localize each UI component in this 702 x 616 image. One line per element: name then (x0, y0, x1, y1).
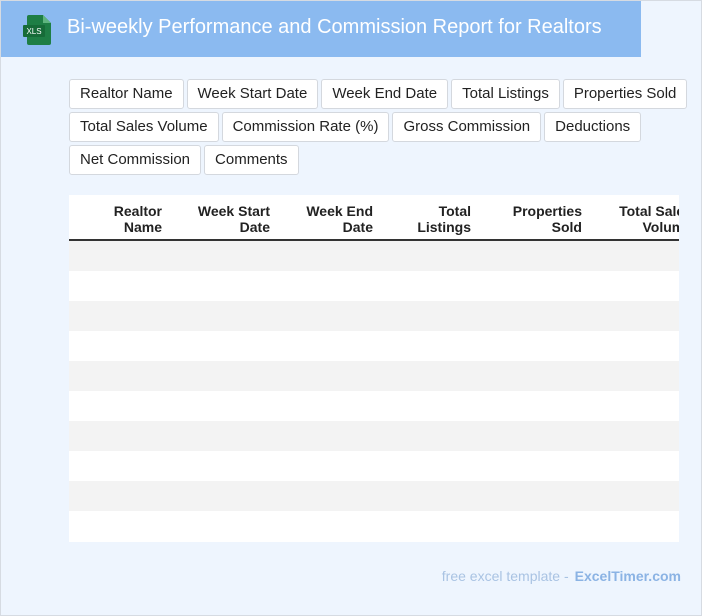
footer-site[interactable]: ExcelTimer.com (574, 568, 681, 584)
column-header: Week End Date (280, 195, 383, 239)
table-body (69, 241, 679, 541)
table-row (69, 511, 679, 541)
column-header-text: Week Start Date (197, 203, 270, 235)
field-tag[interactable]: Total Sales Volume (69, 112, 219, 142)
table-row (69, 361, 679, 391)
table-row (69, 451, 679, 481)
column-header: Total Sales Volume (592, 195, 679, 239)
column-header: Week Start Date (172, 195, 280, 239)
column-header: Realtor Name (69, 195, 172, 239)
table-row (69, 301, 679, 331)
footer: free excel template - ExcelTimer.com (442, 568, 681, 584)
table-row (69, 421, 679, 451)
table-row (69, 331, 679, 361)
column-header-text: Total Sales Volume (619, 203, 679, 235)
column-header-text: Week End Date (306, 203, 373, 235)
xls-icon: XLS (23, 15, 51, 45)
field-tag[interactable]: Total Listings (451, 79, 560, 109)
column-header: Total Listings (383, 195, 481, 239)
field-tag[interactable]: Commission Rate (%) (221, 112, 390, 142)
title: Bi-weekly Performance and Commission Rep… (67, 16, 602, 38)
footer-prefix: free excel template - (441, 568, 569, 584)
table-row (69, 481, 679, 511)
table: Realtor Name Week Start Date Week End Date… (69, 195, 679, 542)
table-row (69, 391, 679, 421)
header-bar: XLS Bi-weekly Performance and Commission… (1, 1, 641, 57)
field-tag[interactable]: Deductions (544, 112, 642, 142)
field-tag[interactable]: Gross Commission (392, 112, 542, 142)
icon-label: XLS (26, 27, 41, 36)
table-header: Realtor Name Week Start Date Week End Date… (69, 195, 679, 241)
field-list: Realtor Name Week Start Date Week End Date… (69, 79, 689, 175)
column-header: Properties Sold (481, 195, 592, 239)
field-tag[interactable]: Properties Sold (562, 79, 688, 109)
field-tag[interactable]: Comments (204, 145, 299, 175)
field-tag[interactable]: Realtor Name (69, 79, 184, 109)
field-tag[interactable]: Week Start Date (186, 79, 319, 109)
column-header-text: Realtor Name (113, 203, 162, 235)
column-header-text: Total Listings (417, 203, 471, 235)
table-row (69, 241, 679, 271)
table-row (69, 271, 679, 301)
field-tag[interactable]: Net Commission (69, 145, 202, 175)
column-header-text: Properties Sold (512, 203, 582, 235)
field-tag[interactable]: Week End Date (321, 79, 449, 109)
